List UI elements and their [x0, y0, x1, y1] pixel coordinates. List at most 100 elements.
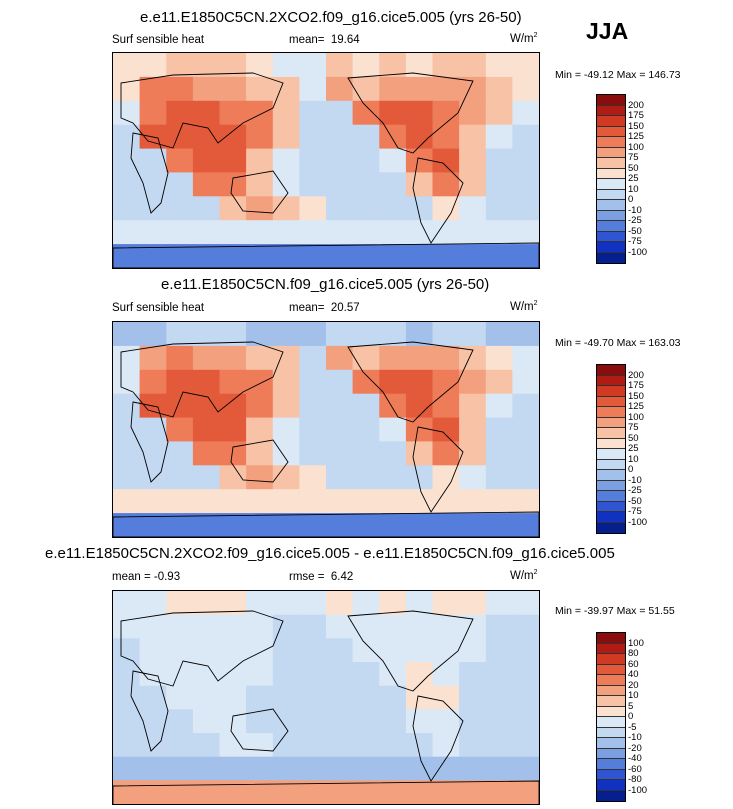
field-cell	[246, 662, 274, 687]
field-cell	[246, 441, 274, 466]
field-cell	[432, 196, 460, 221]
field-cell	[246, 513, 274, 537]
colorbar-swatch	[597, 105, 625, 116]
field-cell	[166, 756, 194, 781]
variable-label: Surf sensible heat	[112, 34, 205, 46]
field-cell	[192, 345, 221, 371]
colorbar-swatch	[597, 501, 625, 512]
field-cell	[299, 513, 327, 537]
field-cell	[246, 393, 274, 419]
field-cell	[139, 172, 167, 197]
colorbar-swatch	[597, 748, 625, 759]
field-cell	[352, 489, 380, 514]
field-cell	[352, 513, 380, 537]
field-cell	[512, 196, 539, 221]
field-cell	[246, 76, 274, 102]
coastline	[347, 341, 474, 423]
colorbar-tick-label: 200	[628, 369, 644, 381]
field-cell	[113, 369, 141, 395]
field-cell	[485, 393, 513, 419]
field-cell	[326, 465, 354, 490]
field-cell	[326, 53, 354, 78]
field-cell	[192, 220, 221, 245]
field-cell	[113, 124, 141, 150]
field-cell	[113, 322, 141, 347]
field-cell	[192, 465, 221, 490]
field-cell	[272, 53, 300, 78]
field-cell	[166, 244, 194, 268]
field-cell	[299, 417, 327, 443]
season-label: JJA	[586, 18, 629, 44]
field-cell	[139, 345, 167, 371]
field-cell	[246, 417, 274, 443]
field-cell	[459, 441, 487, 466]
colorbar-tick-label: 5	[628, 700, 634, 712]
colorbar-tick-label: -10	[628, 732, 642, 743]
field-cell	[326, 489, 354, 514]
field-cell	[459, 124, 487, 150]
field-cell	[432, 513, 460, 537]
field-cell	[512, 441, 539, 466]
field-cell	[246, 756, 274, 781]
field-cell	[192, 614, 221, 639]
field-cell	[246, 172, 274, 197]
field-cell	[379, 638, 407, 663]
field-cell	[219, 148, 247, 174]
field-cell	[352, 441, 380, 466]
field-cell	[512, 733, 539, 758]
field-cell	[432, 345, 460, 371]
field-cell	[166, 369, 194, 395]
field-cell	[352, 638, 380, 663]
field-cell	[352, 244, 380, 268]
field-cell	[326, 441, 354, 466]
field-cell	[432, 733, 460, 758]
field-cell	[166, 196, 194, 221]
field-cell	[352, 756, 380, 781]
field-cell	[485, 417, 513, 443]
field-cell	[379, 172, 407, 197]
field-cell	[272, 124, 300, 150]
field-cell	[139, 76, 167, 102]
colorbar-swatch	[597, 417, 625, 428]
field-cell	[272, 465, 300, 490]
colorbar-swatch	[597, 480, 625, 491]
field-cell	[113, 172, 141, 197]
field-cell	[405, 100, 434, 126]
field-cell	[246, 369, 274, 395]
min-max-label: Min = -49.70 Max = 163.03	[555, 337, 681, 349]
field-cell	[219, 369, 247, 395]
field-cell	[512, 662, 539, 687]
field-cell	[166, 465, 194, 490]
field-cell	[352, 148, 380, 174]
field-cell	[166, 417, 194, 443]
panel-title: e.e11.E1850C5CN.f09_g16.cice5.005 (yrs 2…	[161, 276, 490, 293]
field-cell	[326, 614, 354, 639]
colorbar-tick-label: 175	[628, 380, 644, 391]
field-cell	[192, 591, 221, 616]
field-cell	[405, 441, 434, 466]
field-cell	[219, 345, 247, 371]
field-cell	[405, 614, 434, 639]
field-cell	[459, 244, 487, 268]
colorbar-tick-label: 150	[628, 120, 644, 132]
colorbar-tick-label: 25	[628, 173, 639, 184]
field-cell	[512, 780, 539, 804]
colorbar-tick-label: -100	[628, 784, 648, 796]
coastline	[412, 426, 464, 513]
field-cell	[219, 489, 247, 514]
field-cell	[139, 465, 167, 490]
field-cell	[326, 196, 354, 221]
field-cell	[299, 591, 327, 616]
field-cell	[459, 148, 487, 174]
field-cell	[113, 441, 141, 466]
colorbar-tick-label: 50	[628, 162, 639, 174]
colorbar-swatch	[597, 727, 625, 738]
field-cell	[299, 172, 327, 197]
field-cell	[166, 489, 194, 514]
coastline	[230, 708, 289, 752]
colorbar-swatch	[597, 179, 625, 190]
colorbar-tick-label: -80	[628, 774, 642, 785]
field-cell	[139, 441, 167, 466]
field-cell	[299, 685, 327, 710]
field-cell	[459, 172, 487, 197]
